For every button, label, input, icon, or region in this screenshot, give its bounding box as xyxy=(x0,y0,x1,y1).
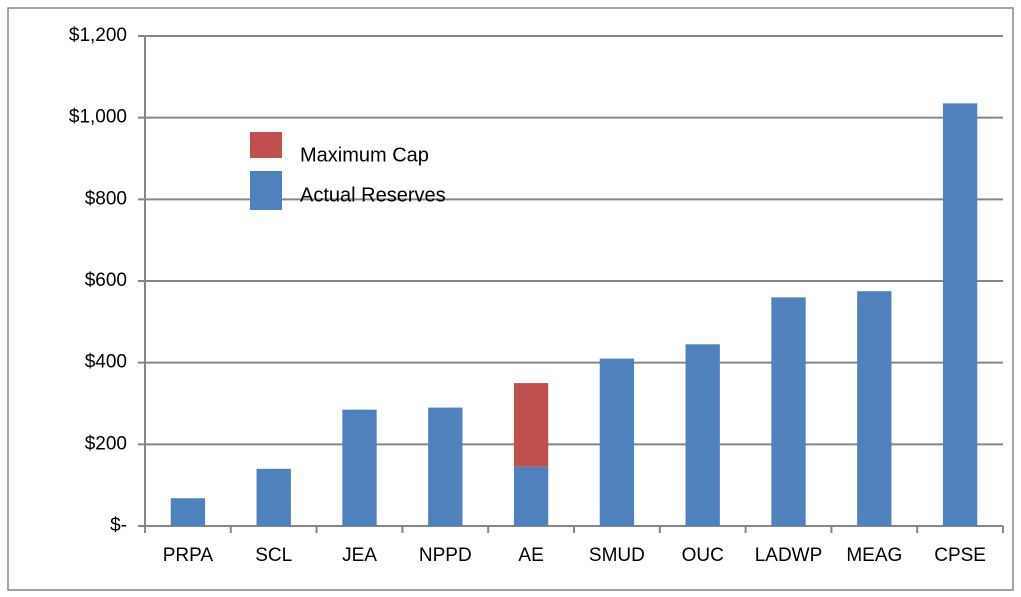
bar-segment xyxy=(342,409,377,526)
x-tick-label: LADWP xyxy=(755,545,823,566)
bar-segment xyxy=(513,383,549,467)
legend-label: Maximum Cap xyxy=(300,144,429,166)
x-tick-label: NPPD xyxy=(419,545,472,566)
x-tick-label: SCL xyxy=(255,545,292,566)
legend-swatch xyxy=(250,132,282,158)
y-tick-label: $1,000 xyxy=(69,107,127,128)
bar-segment xyxy=(685,344,720,526)
y-tick-label: $1,200 xyxy=(69,25,127,46)
bar-segment xyxy=(599,358,635,526)
bar-segment xyxy=(857,291,892,526)
bar-segment xyxy=(256,468,291,526)
bar-segment xyxy=(942,103,978,526)
y-tick-label: $800 xyxy=(85,188,127,209)
chart-border xyxy=(7,7,1014,591)
x-tick-label: OUC xyxy=(682,545,724,566)
x-tick-label: MEAG xyxy=(846,545,902,566)
x-tick-label: JEA xyxy=(342,545,377,566)
y-tick-label: $400 xyxy=(85,352,127,373)
x-tick-label: AE xyxy=(518,545,543,566)
x-tick-label: CPSE xyxy=(934,545,986,566)
bar-segment xyxy=(513,466,549,526)
legend-label: Actual Reserves xyxy=(300,184,446,206)
legend-swatch xyxy=(250,171,282,210)
y-tick-label: $- xyxy=(110,515,127,536)
bar-segment xyxy=(170,498,206,526)
y-tick-label: $600 xyxy=(85,270,127,291)
bar-segment xyxy=(428,407,463,526)
x-tick-label: PRPA xyxy=(163,545,214,566)
x-tick-label: SMUD xyxy=(589,545,645,566)
y-tick-label: $200 xyxy=(85,433,127,454)
bar-segment xyxy=(771,297,806,526)
